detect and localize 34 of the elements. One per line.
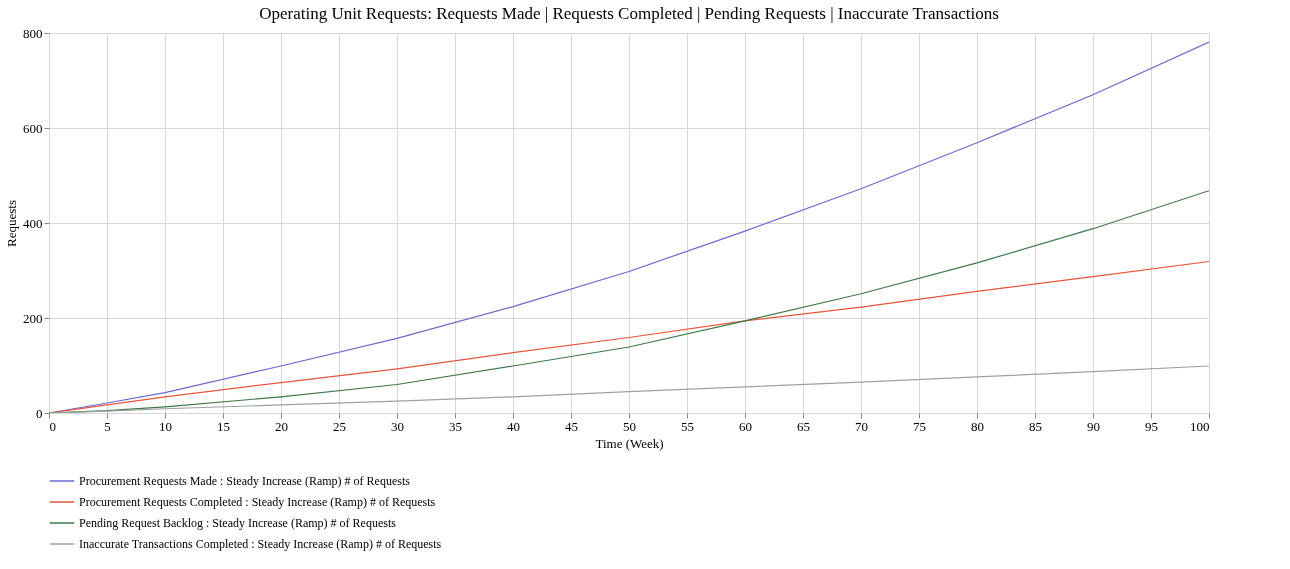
x-tick-label: 60: [739, 418, 752, 434]
x-axis-title: Time (Week): [595, 435, 664, 451]
y-tick-label: 200: [23, 310, 43, 326]
y-tick-label: 400: [23, 215, 43, 231]
x-tick-label: 5: [104, 418, 111, 434]
x-tick-label: 65: [797, 418, 810, 434]
line-series: [49, 365, 1209, 413]
x-tick-label: 20: [275, 418, 288, 434]
x-tick-label: 30: [391, 418, 404, 434]
x-tick-label: 10: [159, 418, 172, 434]
legend-label: Pending Request Backlog : Steady Increase (Ramp) # of Requests: [79, 516, 397, 530]
x-tick-label: 80: [971, 418, 984, 434]
y-tick-label: 800: [23, 25, 43, 41]
x-tick-label: 100: [1190, 418, 1210, 434]
x-tick-label: 0: [49, 418, 56, 434]
chart-title: Operating Unit Requests: Requests Made | Requests Completed | Pending Requests | Inaccurate Transactions: [259, 4, 999, 23]
x-tick-label: 25: [333, 418, 346, 434]
x-tick-label: 90: [1087, 418, 1100, 434]
x-tick-label: 85: [1029, 418, 1042, 434]
x-tick-label: 15: [217, 418, 230, 434]
x-tick-label: 70: [855, 418, 868, 434]
x-tick-label: 50: [623, 418, 636, 434]
x-tick-label: 95: [1145, 418, 1158, 434]
legend-label: Procurement Requests Completed : Steady Increase (Ramp) # of Requests: [79, 495, 436, 509]
y-tick-label: 0: [36, 405, 43, 421]
x-tick-label: 75: [913, 418, 926, 434]
y-tick-label: 600: [23, 120, 43, 136]
y-axis-title: Requests: [4, 200, 19, 247]
x-tick-label: 55: [681, 418, 694, 434]
legend-label: Procurement Requests Made : Steady Increase (Ramp) # of Requests: [79, 474, 411, 488]
legend-label: Inaccurate Transactions Completed : Steady Increase (Ramp) # of Requests: [79, 537, 442, 551]
x-tick-label: 40: [507, 418, 520, 434]
x-tick-label: 35: [449, 418, 462, 434]
x-tick-label: 45: [565, 418, 578, 434]
